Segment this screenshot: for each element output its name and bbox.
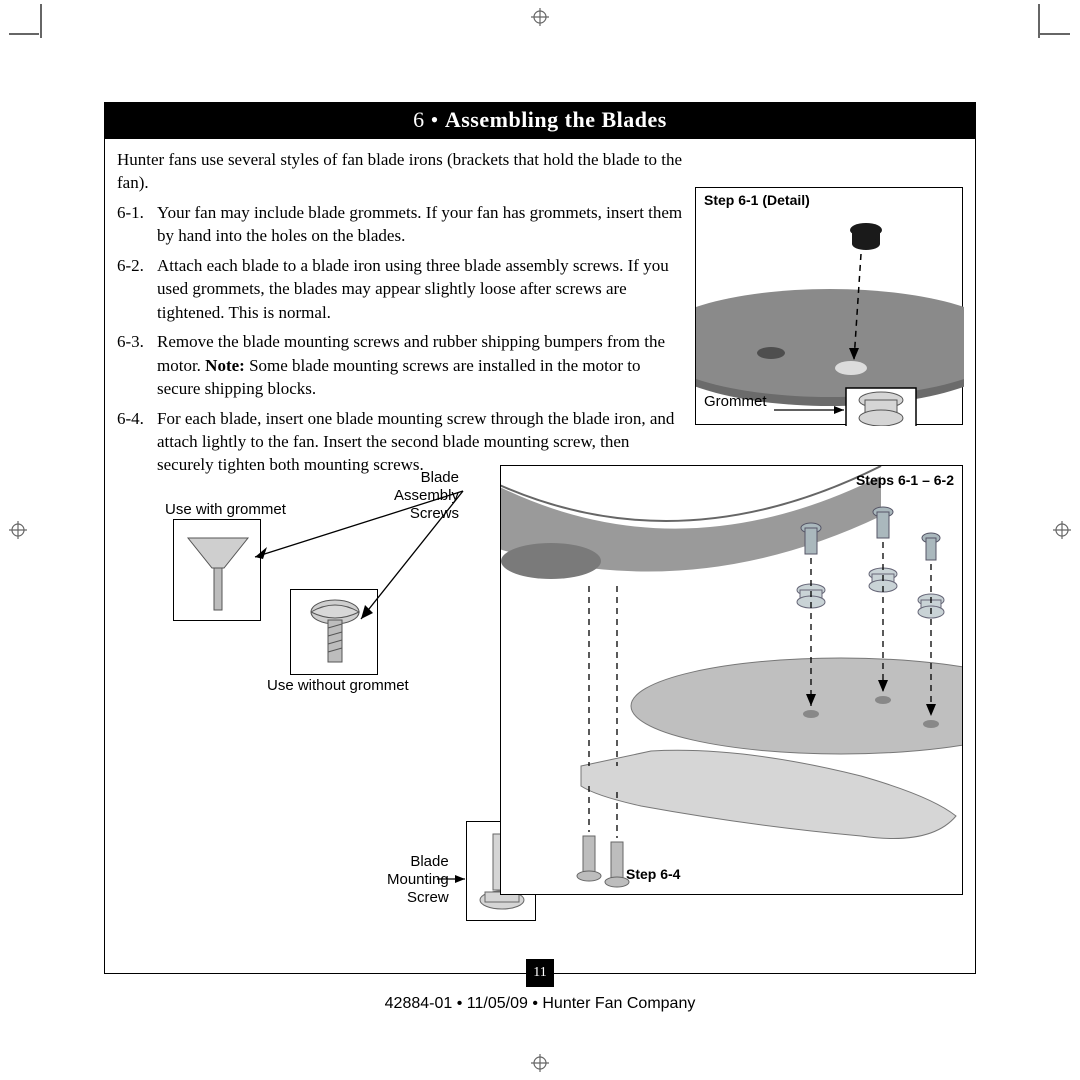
figure-main-assembly: Steps 6-1 – 6-2 Step 6-4 (500, 465, 963, 895)
registration-mark-icon (531, 1054, 549, 1072)
step-text: Attach each blade to a blade iron using … (157, 254, 687, 324)
section-number: 6 (413, 107, 425, 132)
page-number: 11 (526, 959, 554, 987)
intro-paragraph: Hunter fans use several styles of fan bl… (117, 149, 717, 195)
figure-step-6-1-detail: Step 6-1 (Detail) (695, 187, 963, 425)
pan-head-screw-icon (291, 590, 379, 676)
registration-mark-icon (9, 521, 27, 539)
step-text: Remove the blade mounting screws and rub… (157, 330, 687, 400)
crop-mark (9, 33, 39, 35)
detail-illustration (696, 188, 964, 426)
step-text: Your fan may include blade grommets. If … (157, 201, 687, 248)
footer-line: 42884-01 • 11/05/09 • Hunter Fan Company (105, 995, 975, 1013)
page-frame: 6 • Assembling the Blades Hunter fans us… (104, 102, 976, 974)
use-without-grommet-label: Use without grommet (267, 677, 409, 694)
blade-mounting-screw-label: Blade Mounting Screw (387, 853, 449, 907)
note-label: Note: (205, 356, 245, 375)
figure-caption-top: Steps 6-1 – 6-2 (856, 472, 954, 488)
main-illustration (501, 466, 963, 895)
step-6-2: 6-2. Attach each blade to a blade iron u… (117, 254, 687, 324)
section-sep: • (425, 107, 445, 132)
content-area: Hunter fans use several styles of fan bl… (105, 139, 975, 973)
registration-mark-icon (531, 8, 549, 26)
flat-head-screw-icon (174, 520, 262, 622)
figure-caption-bottom: Step 6-4 (626, 866, 680, 882)
step-6-1: 6-1. Your fan may include blade grommets… (117, 201, 687, 248)
doc-id: 42884-01 (385, 995, 453, 1012)
step-6-3: 6-3. Remove the blade mounting screws an… (117, 330, 687, 400)
use-with-grommet-label: Use with grommet (165, 501, 286, 518)
blade-assembly-screws-label: Blade Assembly Screws (359, 469, 459, 523)
footer-sep: • (452, 995, 467, 1012)
crop-mark (40, 4, 42, 38)
doc-date: 11/05/09 (467, 995, 528, 1012)
step-number: 6-2. (117, 254, 157, 324)
step-number: 6-1. (117, 201, 157, 248)
figure-caption: Step 6-1 (Detail) (704, 192, 810, 208)
step-number: 6-4. (117, 407, 157, 477)
step-number: 6-3. (117, 330, 157, 400)
company: Hunter Fan Company (542, 995, 695, 1012)
inset-screw-without-grommet (290, 589, 378, 675)
section-title-bar: 6 • Assembling the Blades (105, 103, 975, 139)
footer-sep: • (528, 995, 543, 1012)
inset-screw-with-grommet (173, 519, 261, 621)
crop-mark (1038, 4, 1040, 38)
grommet-label: Grommet (704, 393, 767, 410)
section-title: Assembling the Blades (445, 107, 667, 132)
registration-mark-icon (1053, 521, 1071, 539)
crop-mark (1040, 33, 1070, 35)
